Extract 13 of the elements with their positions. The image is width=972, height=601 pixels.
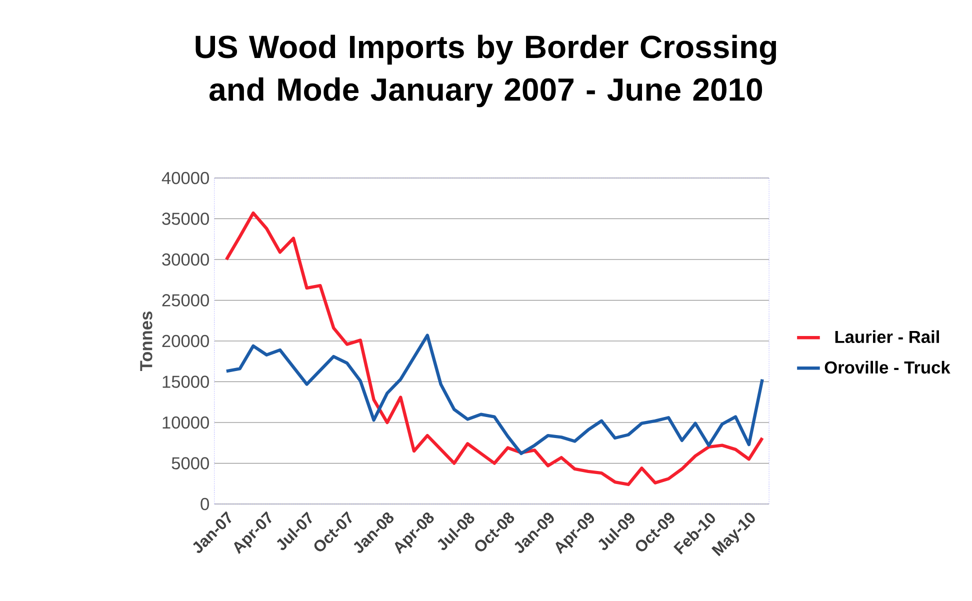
y-tick-label: 25000	[162, 294, 209, 306]
chart-title: US Wood Imports by Border Crossing and Mode January 2007 - June 2010	[196, 34, 776, 108]
y-tick-label: 15000	[162, 376, 209, 388]
legend-label: Laurier - Rail	[835, 330, 939, 344]
y-tick-label: 20000	[162, 334, 209, 348]
y-tick-label: 30000	[162, 253, 209, 266]
y-tick-label: 35000	[162, 212, 209, 225]
y-axis-title: Tonnes	[140, 312, 152, 372]
y-tick-label: 0	[200, 498, 209, 510]
y-tick-label: 10000	[162, 416, 209, 429]
y-tick-label: 40000	[162, 172, 209, 184]
legend-label: Oroville - Truck	[824, 360, 950, 374]
y-tick-label: 5000	[172, 457, 209, 470]
